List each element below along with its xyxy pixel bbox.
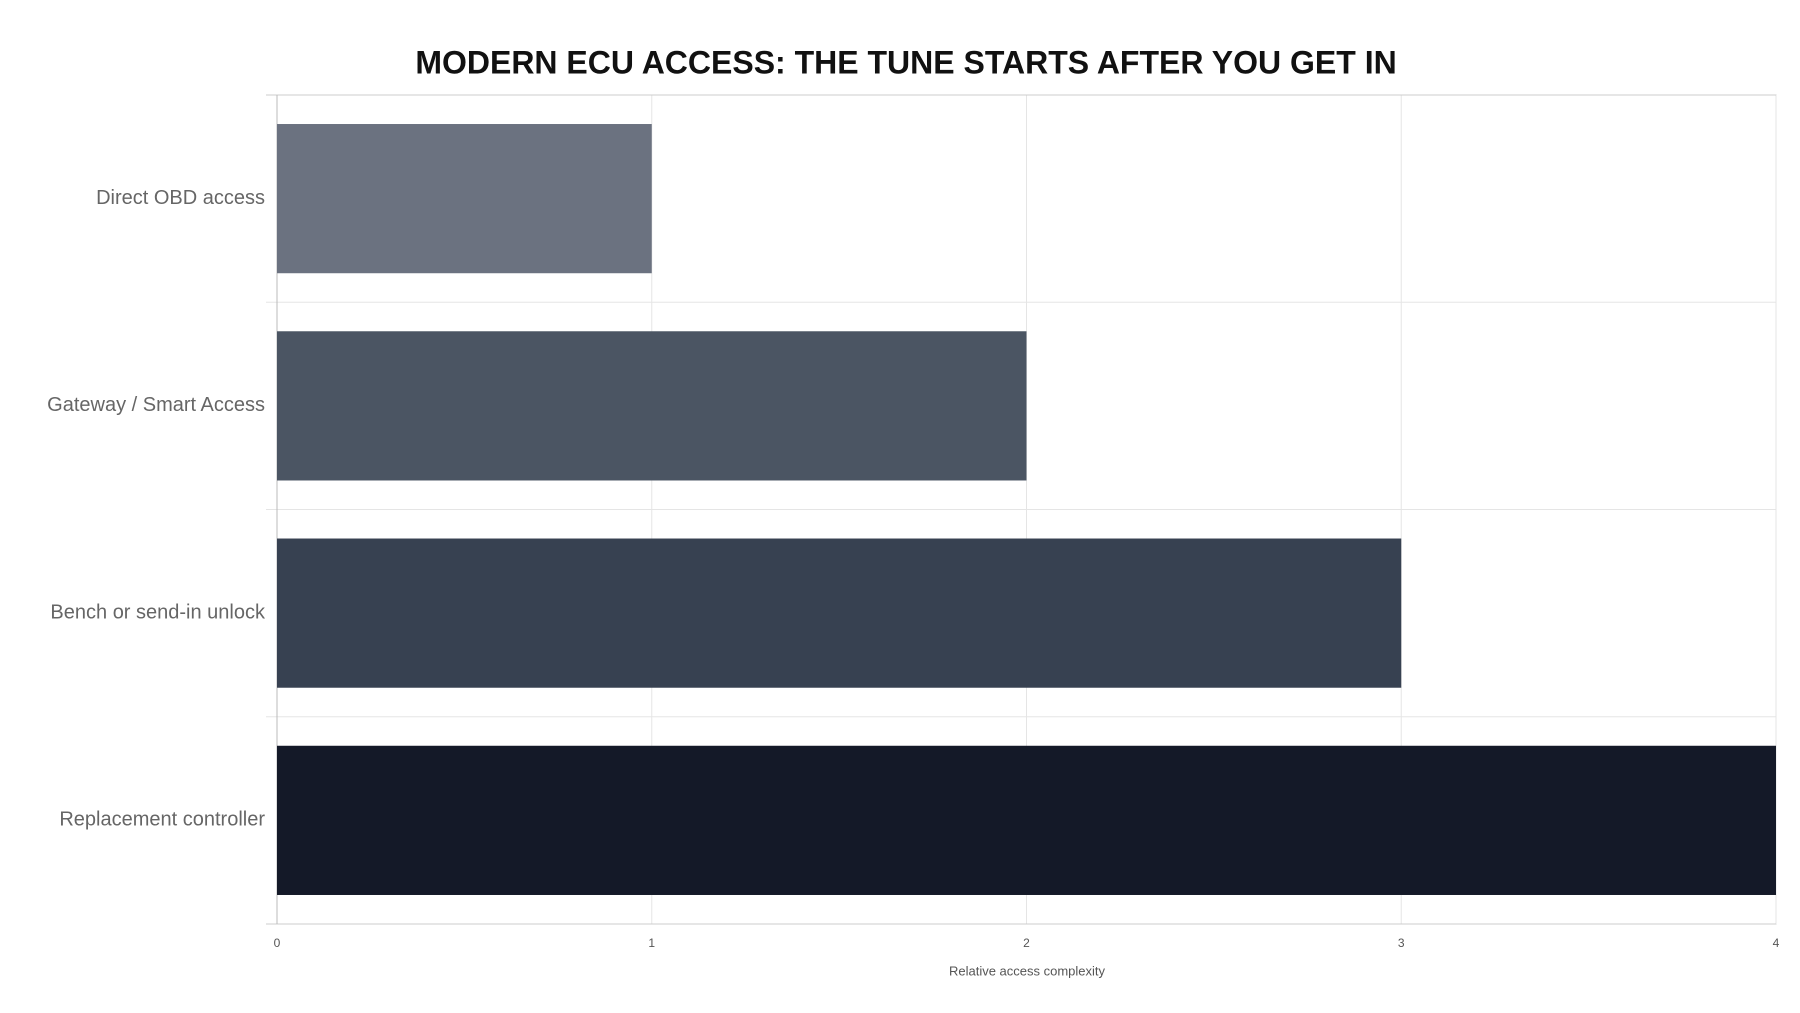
y-tick-label: Bench or send-in unlock [50,601,266,623]
bar [277,745,1776,895]
x-tick-label: 4 [1773,936,1780,950]
y-tick-label: Direct OBD access [96,187,265,209]
x-tick-label: 0 [274,936,281,950]
x-tick-label: 3 [1398,936,1405,950]
bar [277,538,1402,688]
chart-title: MODERN ECU ACCESS: THE TUNE STARTS AFTER… [415,44,1396,80]
bar [277,331,1027,481]
x-axis-label: Relative access complexity [949,963,1106,978]
x-tick-label: 1 [648,936,655,950]
y-tick-label: Gateway / Smart Access [47,394,265,416]
y-tick-label: Replacement controller [59,809,265,831]
x-tick-label: 2 [1023,936,1030,950]
bar [277,124,652,274]
